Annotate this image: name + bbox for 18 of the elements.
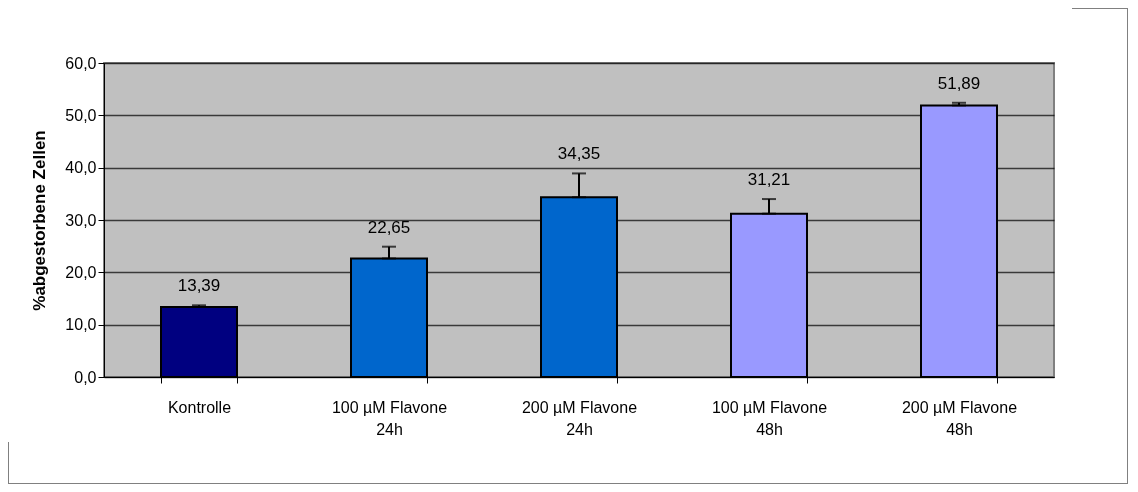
x-tick-label: Kontrolle xyxy=(167,398,232,416)
data-label: 34,35 xyxy=(557,144,601,164)
y-tick-label: 10,0 xyxy=(65,316,97,334)
x-tick-label: 200 µM Flavone 48h xyxy=(901,398,1018,438)
x-tick-label: 100 µM Flavone 24h xyxy=(331,398,448,438)
data-label: 22,65 xyxy=(367,217,411,237)
y-tick-label: 0,0 xyxy=(74,368,97,386)
y-tick-label: 20,0 xyxy=(65,263,97,281)
data-label: 31,21 xyxy=(747,170,791,190)
y-axis-title: %abgestorbene Zellen xyxy=(30,130,50,311)
data-label: 51,89 xyxy=(937,73,981,93)
x-tick-label: 100 µM Flavone 48h xyxy=(711,398,828,438)
data-label: 13,39 xyxy=(177,276,221,296)
y-tick-label: 50,0 xyxy=(65,106,97,124)
y-tick-label: 40,0 xyxy=(65,159,97,177)
x-tick-label: 200 µM Flavone 24h xyxy=(521,398,638,438)
y-tick-label: 30,0 xyxy=(65,211,97,229)
y-tick-label: 60,0 xyxy=(65,54,97,72)
